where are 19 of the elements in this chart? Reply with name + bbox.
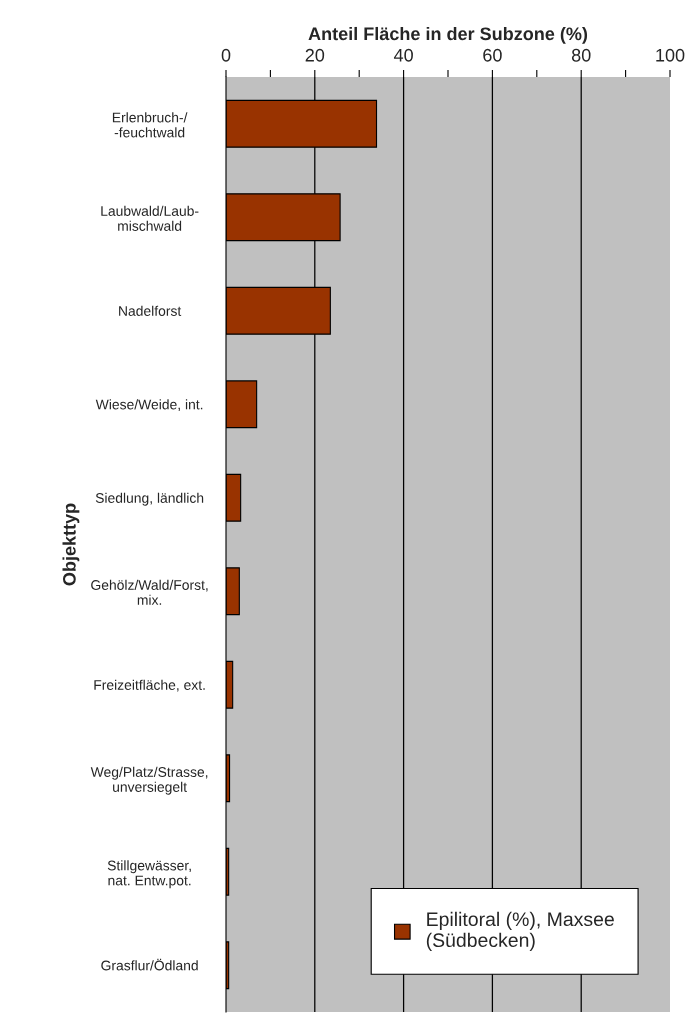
y-tick-label: Wiese/Weide, int. — [95, 399, 203, 412]
x-axis-title: Anteil Fläche in der Subzone (%) — [308, 26, 588, 44]
y-tick-label: Nadelforst — [119, 305, 182, 316]
x-tick-label: 0 — [221, 48, 231, 62]
y-tick-label: Erlenbruch-/ -feuchtwald — [112, 112, 188, 138]
y-tick-label: Gehölz/Wald/Forst, mix. — [91, 579, 208, 605]
x-tick-label: 20 — [305, 48, 325, 62]
x-tick-label: 100 — [656, 48, 685, 62]
x-tick-label: 40 — [393, 48, 413, 62]
y-tick-label: Grasflur/Ödland — [101, 958, 198, 971]
y-axis-title: Objekttyp — [62, 503, 80, 586]
y-tick-label: Siedlung, ländlich — [95, 492, 204, 506]
legend-label: Epilitoral (%), Maxsee (Südbecken) — [426, 911, 614, 951]
x-tick-label: 60 — [483, 48, 502, 62]
x-tick-label: 80 — [571, 48, 591, 62]
y-tick-label: Laubwald/Laub- mischwald — [101, 205, 199, 231]
y-tick-label: Weg/Platz/Strasse, unversiegelt — [90, 766, 208, 795]
y-tick-label: Freizeitfläche, ext. — [94, 679, 205, 692]
y-tick-label: Stillgewässer, nat. Entw.pot. — [107, 860, 191, 889]
